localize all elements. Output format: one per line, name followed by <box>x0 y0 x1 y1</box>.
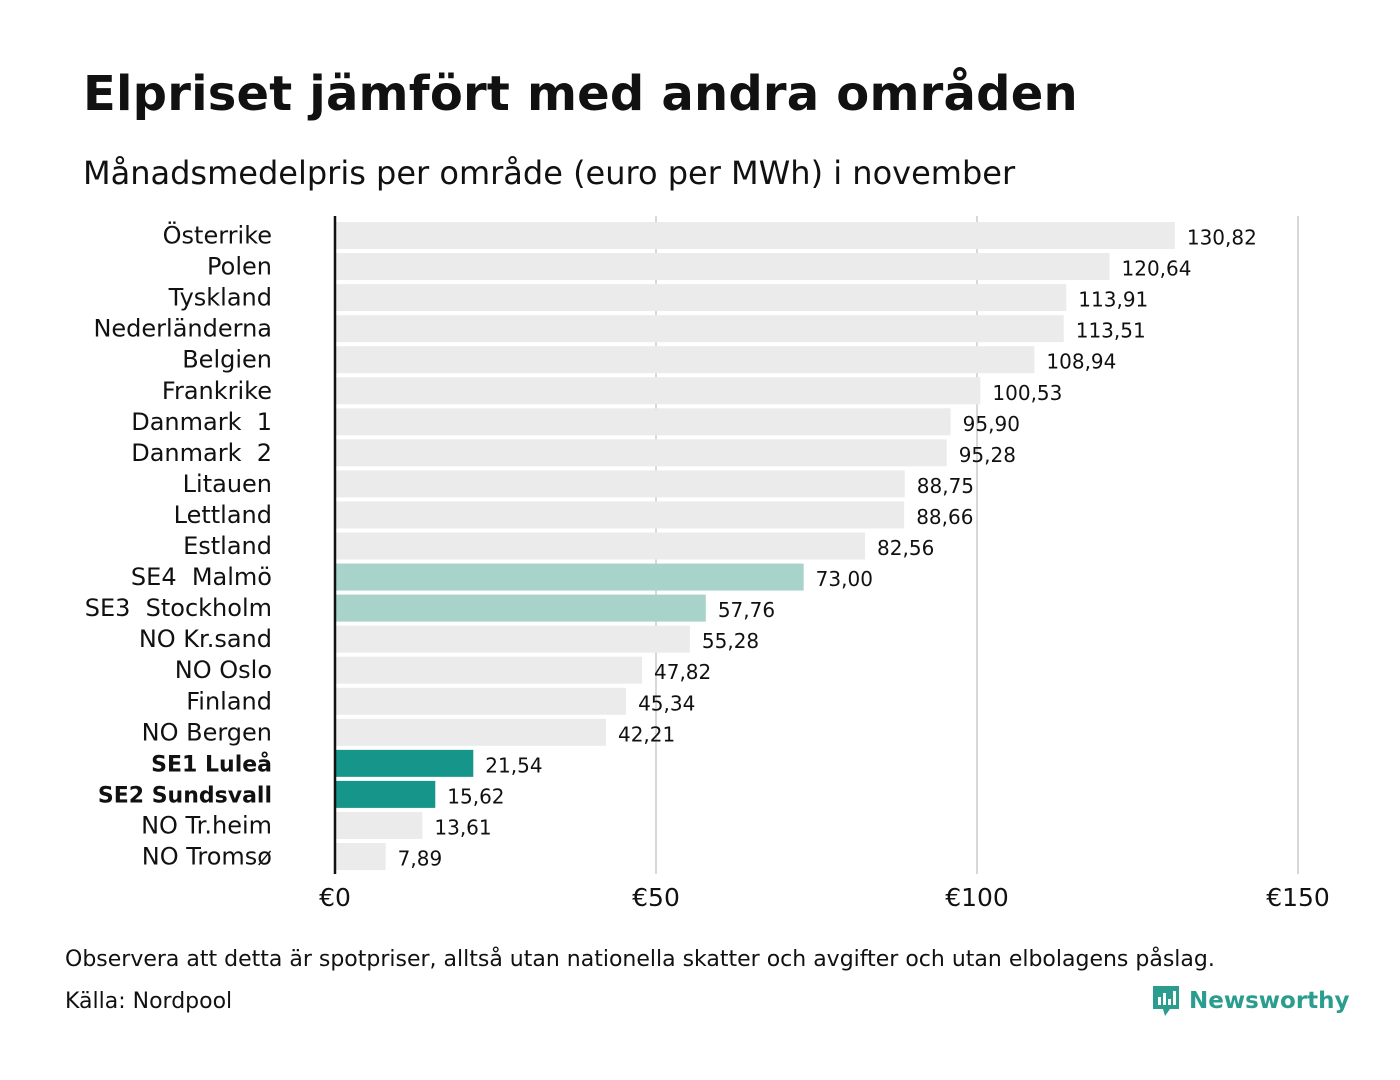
bar <box>335 749 474 777</box>
bars <box>335 222 1175 870</box>
value-label: 113,91 <box>1078 288 1148 312</box>
value-label: 73,00 <box>816 567 873 591</box>
category-label: Nederländerna <box>93 315 272 343</box>
bar <box>335 594 706 622</box>
category-label: SE4 Malmö <box>131 563 272 591</box>
category-label: Estland <box>183 532 272 560</box>
bar <box>335 315 1064 343</box>
bar <box>335 687 627 715</box>
category-label: Polen <box>207 253 272 281</box>
category-label: NO Oslo <box>175 656 272 684</box>
category-label: NO Kr.sand <box>139 625 272 653</box>
bar <box>335 811 423 839</box>
category-label: Frankrike <box>162 377 272 405</box>
bar <box>335 563 804 591</box>
value-label: 88,75 <box>917 474 974 498</box>
category-label: Lettland <box>174 501 272 529</box>
brand-logo: Newsworthy <box>1151 984 1350 1018</box>
bar-chart: Österrike Polen Tyskland Nederländerna Belgi… <box>85 216 1330 912</box>
value-labels: 130,82 120,64 113,91 113,51 108,94 100,53 95,9… <box>398 226 1257 871</box>
chart-title: Elpriset jämfört med andra områden <box>83 66 1078 122</box>
value-label: 130,82 <box>1187 226 1257 250</box>
category-label: Danmark 2 <box>131 439 272 467</box>
value-label: 47,82 <box>654 660 711 684</box>
value-label: 100,53 <box>992 381 1062 405</box>
bar <box>335 843 386 870</box>
value-label: 82,56 <box>877 536 934 560</box>
category-label: SE2 Sundsvall <box>98 783 272 808</box>
value-label: 88,66 <box>916 505 973 529</box>
value-label: 21,54 <box>485 753 542 777</box>
value-label: 13,61 <box>434 815 491 839</box>
value-label: 55,28 <box>702 629 759 653</box>
category-label: Finland <box>186 687 272 715</box>
bar <box>335 625 690 653</box>
category-label: SE1 Luleå <box>151 751 272 777</box>
bar <box>335 470 905 498</box>
x-tick-label: €150 <box>1266 883 1330 912</box>
value-label: 42,21 <box>618 722 675 746</box>
bar <box>335 377 981 405</box>
value-label: 108,94 <box>1046 350 1116 374</box>
category-label: Tyskland <box>168 284 272 312</box>
chart-subtitle: Månadsmedelpris per område (euro per MWh… <box>83 154 1016 192</box>
newsworthy-logo-icon <box>1153 986 1179 1016</box>
bar <box>335 532 866 560</box>
x-tick-label: €0 <box>319 883 351 912</box>
category-label: NO Tromsø <box>142 843 272 871</box>
value-label: 15,62 <box>447 784 504 808</box>
value-label: 7,89 <box>398 847 443 871</box>
value-label: 45,34 <box>638 691 695 715</box>
x-axis: €0 €50 €100 €150 <box>319 216 1330 912</box>
value-label: 120,64 <box>1122 257 1192 281</box>
bar <box>335 284 1067 312</box>
bar <box>335 780 436 808</box>
value-label: 95,28 <box>959 443 1016 467</box>
category-label: Danmark 1 <box>131 408 272 436</box>
bar <box>335 408 951 436</box>
x-tick-label: €100 <box>945 883 1009 912</box>
value-label: 95,90 <box>963 412 1020 436</box>
value-label: 57,76 <box>718 598 775 622</box>
category-labels: Österrike Polen Tyskland Nederländerna Belgi… <box>85 221 272 871</box>
bar <box>335 346 1035 374</box>
bar <box>335 656 643 684</box>
category-label: Belgien <box>182 346 272 374</box>
value-label: 113,51 <box>1076 319 1146 343</box>
brand-name: Newsworthy <box>1189 988 1350 1014</box>
category-label: NO Tr.heim <box>141 811 272 839</box>
category-label: Österrike <box>163 221 272 250</box>
source-note: Källa: Nordpool <box>65 989 233 1014</box>
category-label: Litauen <box>183 470 272 498</box>
bar <box>335 501 905 529</box>
bar <box>335 718 606 746</box>
footnote: Observera att detta är spotpriser, allts… <box>65 947 1215 972</box>
bar <box>335 253 1110 281</box>
category-label: NO Bergen <box>142 718 272 746</box>
category-label: SE3 Stockholm <box>85 594 272 622</box>
bar <box>335 222 1175 249</box>
bar <box>335 439 947 467</box>
x-tick-label: €50 <box>632 883 680 912</box>
